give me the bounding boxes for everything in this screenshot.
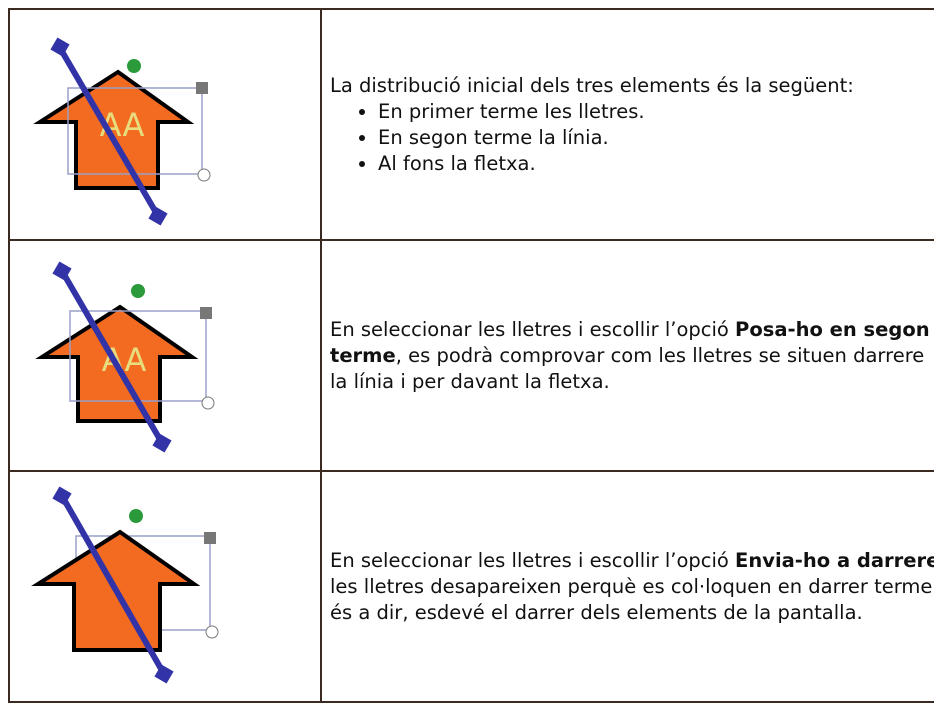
description: La distribució inicial dels tres element…	[320, 8, 934, 241]
steps-table: AA La distribució inicial dels tres elem…	[8, 8, 934, 703]
illustration: AA	[35, 261, 215, 453]
handle	[200, 307, 212, 319]
bullet: Al fons la fletxa.	[378, 151, 934, 177]
handle	[204, 532, 216, 544]
row: AA En seleccionar les lletres i escollir…	[8, 239, 934, 472]
arrow	[33, 69, 195, 190]
bullet: En segon terme la línia.	[378, 125, 934, 151]
bullet-list: En primer terme les lletres. En segon te…	[330, 99, 934, 177]
description: En seleccionar les lletres i escollir l’…	[320, 470, 934, 703]
text: , es podrà comprovar com les lletres se …	[330, 343, 925, 393]
handle	[201, 396, 215, 410]
line-end	[52, 261, 72, 281]
paragraph: En seleccionar les lletres i escollir l’…	[330, 317, 934, 395]
line	[59, 494, 167, 676]
handle	[197, 168, 211, 182]
line-end	[148, 206, 168, 226]
handle	[196, 82, 208, 94]
illustration-cell	[8, 470, 322, 703]
bold-text: Envia-ho a darrere	[735, 548, 934, 572]
rotate-handle	[129, 509, 143, 523]
line-end	[50, 37, 70, 57]
text: En seleccionar les lletres i escollir l’…	[330, 548, 736, 572]
line	[57, 46, 161, 218]
line-end	[154, 664, 174, 684]
row: AA La distribució inicial dels tres elem…	[8, 8, 934, 241]
illustration-cell: AA	[8, 8, 322, 241]
illustration-cell: AA	[8, 239, 322, 472]
line-end	[52, 486, 72, 506]
rotate-handle	[131, 284, 145, 298]
handle	[205, 625, 219, 639]
paragraph: En seleccionar les lletres i escollir l’…	[330, 548, 934, 626]
line-end	[152, 433, 172, 453]
bullet: En primer terme les lletres.	[378, 99, 934, 125]
text: les lletres desapareixen perquè es col·l…	[330, 574, 934, 624]
illustration	[31, 486, 219, 684]
description: En seleccionar les lletres i escollir l’…	[320, 239, 934, 472]
text: En seleccionar les lletres i escollir l’…	[330, 317, 736, 341]
line	[59, 269, 165, 445]
intro: La distribució inicial dels tres element…	[330, 73, 854, 97]
rotate-handle	[127, 59, 141, 73]
bold-text: Posa-ho en segon terme	[330, 317, 930, 367]
row: En seleccionar les lletres i escollir l’…	[8, 470, 934, 703]
illustration: AA	[33, 37, 211, 226]
